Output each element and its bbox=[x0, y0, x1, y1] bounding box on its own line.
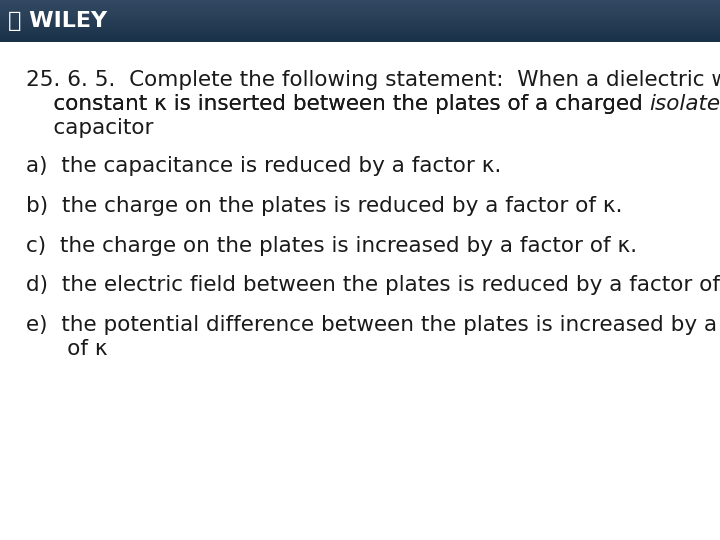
Text: e)  the potential difference between the plates is increased by a factor: e) the potential difference between the … bbox=[26, 315, 720, 335]
Text: isolated: isolated bbox=[649, 94, 720, 114]
Bar bbox=[0, 39, 720, 40]
Text: 25. 6. 5.  Complete the following statement:  When a dielectric with: 25. 6. 5. Complete the following stateme… bbox=[26, 70, 720, 90]
Bar bbox=[0, 6, 720, 8]
Bar bbox=[0, 4, 720, 5]
Bar bbox=[0, 11, 720, 12]
Text: c)  the charge on the plates is increased by a factor of κ.: c) the charge on the plates is increased… bbox=[26, 236, 637, 256]
Bar bbox=[0, 40, 720, 41]
Text: capacitor: capacitor bbox=[26, 118, 153, 138]
Bar bbox=[0, 8, 720, 9]
Text: Ⓢ WILEY: Ⓢ WILEY bbox=[8, 11, 107, 31]
Bar bbox=[0, 37, 720, 38]
Bar bbox=[0, 23, 720, 24]
Bar bbox=[0, 22, 720, 23]
Bar bbox=[0, 38, 720, 39]
Text: b)  the charge on the plates is reduced by a factor of κ.: b) the charge on the plates is reduced b… bbox=[26, 196, 623, 216]
Bar bbox=[0, 3, 720, 4]
Bar bbox=[0, 17, 720, 18]
Bar bbox=[0, 29, 720, 30]
Bar bbox=[0, 14, 720, 15]
Bar bbox=[0, 36, 720, 37]
Text: a)  the capacitance is reduced by a factor κ.: a) the capacitance is reduced by a facto… bbox=[26, 157, 501, 177]
Text: constant κ is inserted between the plates of a charged: constant κ is inserted between the plate… bbox=[26, 94, 649, 114]
Bar bbox=[0, 9, 720, 10]
Bar bbox=[0, 28, 720, 29]
Bar bbox=[0, 35, 720, 36]
Text: constant κ is inserted between the plates of a charged: constant κ is inserted between the plate… bbox=[26, 94, 649, 114]
Bar bbox=[0, 16, 720, 17]
Bar bbox=[0, 15, 720, 16]
Bar bbox=[0, 20, 720, 21]
Bar bbox=[0, 18, 720, 19]
Bar bbox=[0, 31, 720, 32]
Text: of κ: of κ bbox=[26, 339, 107, 359]
Bar bbox=[0, 0, 720, 1]
Bar bbox=[0, 24, 720, 25]
Bar bbox=[0, 32, 720, 33]
Bar bbox=[0, 33, 720, 35]
Bar bbox=[0, 41, 720, 42]
Bar bbox=[0, 30, 720, 31]
Bar bbox=[0, 1, 720, 2]
Bar bbox=[0, 12, 720, 14]
Text: d)  the electric field between the plates is reduced by a factor of κ.: d) the electric field between the plates… bbox=[26, 275, 720, 295]
Bar bbox=[0, 10, 720, 11]
Bar bbox=[0, 21, 720, 22]
Bar bbox=[0, 26, 720, 28]
Bar bbox=[0, 2, 720, 3]
Bar bbox=[0, 25, 720, 26]
Bar bbox=[0, 5, 720, 6]
Bar bbox=[0, 19, 720, 20]
